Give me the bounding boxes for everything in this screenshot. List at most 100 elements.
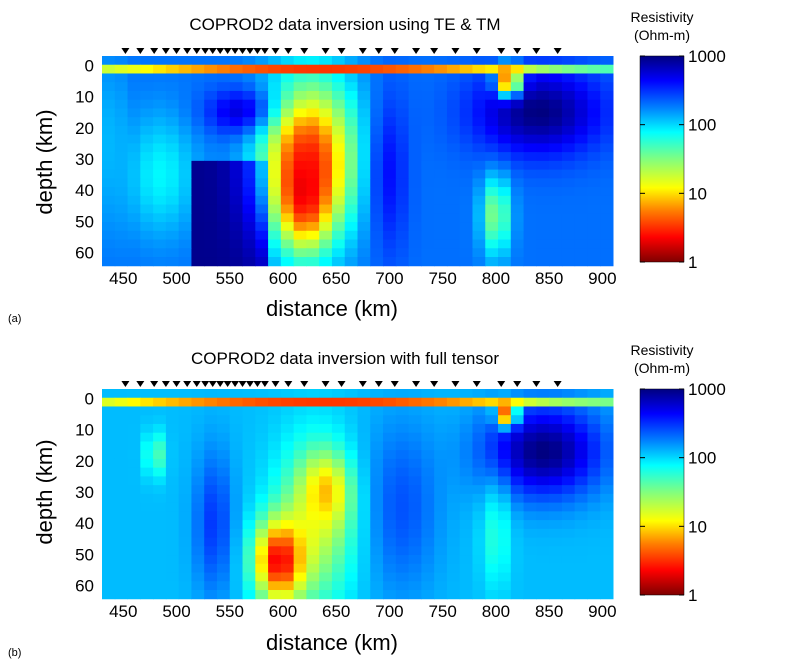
heatmap-cell	[370, 467, 384, 477]
heatmap-cell	[587, 502, 601, 512]
heatmap-cell	[114, 563, 129, 574]
heatmap-cell	[549, 169, 563, 179]
heatmap-cell	[153, 187, 167, 197]
heatmap-cell	[178, 415, 192, 425]
heatmap-cell	[561, 476, 576, 486]
heatmap-cell	[536, 187, 550, 197]
heatmap-cell	[204, 441, 218, 451]
heatmap-cell	[498, 458, 512, 469]
heatmap-cell	[191, 117, 205, 127]
heatmap-cell	[293, 537, 307, 547]
heatmap-cell	[255, 397, 269, 407]
heatmap-cell	[383, 160, 397, 171]
heatmap-cell	[434, 187, 448, 197]
heatmap-cell	[549, 432, 563, 442]
heatmap-cell	[472, 56, 486, 66]
heatmap-cell	[114, 82, 129, 92]
heatmap-cell	[165, 502, 180, 512]
heatmap-cell	[127, 511, 141, 521]
heatmap-cell	[216, 143, 231, 153]
heatmap-cell	[114, 520, 129, 530]
heatmap-cell	[523, 415, 537, 425]
heatmap-cell	[472, 134, 486, 144]
heatmap-cell	[574, 160, 588, 171]
heatmap-cell	[331, 222, 346, 232]
heatmap-cell	[102, 239, 116, 249]
heatmap-cell	[561, 572, 576, 582]
heatmap-cell	[395, 555, 410, 565]
heatmap-cell	[114, 590, 129, 600]
heatmap-cell	[344, 222, 358, 232]
heatmap-cell	[102, 134, 116, 144]
heatmap-cell	[178, 397, 192, 407]
heatmap-cell	[357, 493, 371, 504]
heatmap-cell	[446, 581, 461, 591]
heatmap-cell	[229, 458, 244, 469]
heatmap-cell	[587, 152, 601, 162]
heatmap-cell	[319, 520, 333, 530]
heatmap-cell	[459, 134, 473, 144]
heatmap-cell	[498, 230, 512, 241]
station-marker	[412, 381, 421, 387]
heatmap-cell	[293, 511, 307, 521]
x-tick-label: 600	[269, 602, 297, 621]
heatmap-cell	[306, 450, 320, 460]
heatmap-cell	[280, 99, 295, 109]
heatmap-cell	[600, 73, 614, 83]
heatmap-a	[102, 56, 614, 267]
heatmap-cell	[319, 485, 333, 495]
heatmap-cell	[178, 467, 192, 477]
heatmap-cell	[178, 90, 192, 101]
heatmap-cell	[204, 563, 218, 574]
heatmap-cell	[114, 187, 129, 197]
heatmap-cell	[216, 406, 231, 416]
heatmap-cell	[153, 441, 167, 451]
heatmap-cell	[510, 117, 525, 127]
heatmap-cell	[293, 56, 307, 66]
heatmap-cell	[178, 213, 192, 223]
heatmap-cell	[242, 187, 256, 197]
heatmap-cell	[395, 160, 410, 171]
heatmap-cell	[434, 134, 448, 144]
heatmap-cell	[510, 406, 525, 416]
heatmap-cell	[140, 389, 154, 399]
heatmap-cell	[153, 493, 167, 504]
heatmap-cell	[319, 546, 333, 556]
y-tick-label: 20	[75, 452, 94, 471]
heatmap-cell	[421, 555, 435, 565]
heatmap-cell	[280, 528, 295, 539]
heatmap-cell	[600, 389, 614, 399]
heatmap-cell	[536, 82, 550, 92]
heatmap-cell	[485, 432, 499, 442]
heatmap-cell	[434, 152, 448, 162]
heatmap-cell	[191, 572, 205, 582]
heatmap-cell	[331, 511, 346, 521]
heatmap-cell	[216, 581, 231, 591]
heatmap-cell	[536, 73, 550, 83]
heatmap-cell	[114, 528, 129, 539]
heatmap-cell	[319, 117, 333, 127]
heatmap-cell	[549, 528, 563, 539]
heatmap-cell	[216, 590, 231, 600]
heatmap-cell	[114, 502, 129, 512]
heatmap-cell	[434, 257, 448, 267]
heatmap-cell	[408, 511, 422, 521]
heatmap-cell	[395, 485, 410, 495]
heatmap-cell	[485, 406, 499, 416]
heatmap-cell	[561, 563, 576, 574]
heatmap-cell	[485, 73, 499, 83]
heatmap-cell	[165, 423, 180, 434]
heatmap-cell	[293, 152, 307, 162]
heatmap-cell	[127, 450, 141, 460]
heatmap-cell	[178, 187, 192, 197]
heatmap-cell	[395, 239, 410, 249]
heatmap-cell	[510, 230, 525, 241]
heatmap-cell	[459, 415, 473, 425]
heatmap-cell	[370, 511, 384, 521]
heatmap-cell	[102, 143, 116, 153]
heatmap-cell	[102, 441, 116, 451]
heatmap-cell	[268, 82, 282, 92]
heatmap-cell	[408, 117, 422, 127]
